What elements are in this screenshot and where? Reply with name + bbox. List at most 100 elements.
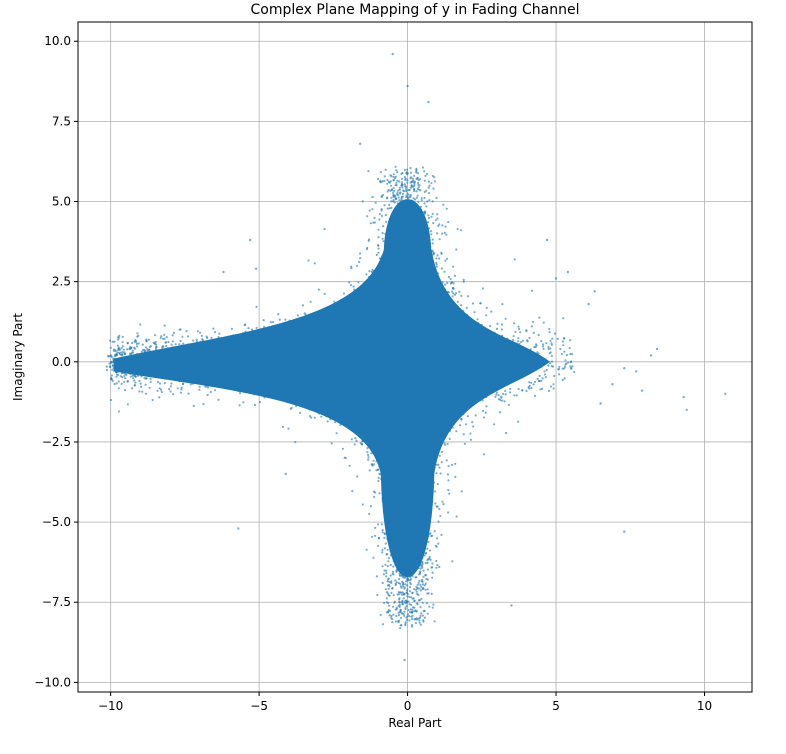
scatter-point [390,188,393,191]
scatter-point [290,406,293,409]
scatter-point [406,588,409,591]
scatter-point [171,340,174,343]
scatter-point [185,330,188,333]
scatter-point [422,619,425,622]
scatter-point [212,327,215,330]
scatter-point [381,551,384,554]
scatter-point [403,176,406,179]
scatter-point [451,560,454,563]
scatter-point [373,221,376,224]
scatter-point [147,338,150,341]
scatter-point [120,347,123,350]
scatter-point [405,604,408,608]
scatter-point [439,472,442,475]
scatter-point [420,612,423,615]
scatter-point [148,386,151,389]
scatter-point [532,320,535,323]
scatter-point [420,597,423,600]
scatter-point [561,378,564,381]
scatter-point [447,488,450,492]
scatter-point [378,218,381,221]
scatter-point [341,447,344,450]
scatter-point [530,381,533,384]
scatter-point [383,547,386,550]
scatter-point [148,345,151,349]
scatter-point [146,348,149,351]
scatter-point [418,579,421,582]
scatter-point [427,186,430,189]
scatter-point [213,331,217,334]
scatter-point [361,503,364,506]
scatter-point [408,590,412,593]
scatter-point [126,380,129,383]
scatter-point [426,200,429,203]
scatter-point [242,401,245,404]
scatter-point [365,548,368,551]
scatter-point [444,225,447,228]
scatter-point [238,404,241,407]
scatter-point [379,180,382,183]
scatter-point [374,201,377,204]
scatter-point [410,184,413,187]
scatter-point [383,569,386,572]
scatter-point [379,171,382,174]
scatter-point [499,411,502,414]
scatter-point [421,578,424,582]
scatter-point [158,396,161,399]
scatter-point [110,376,113,379]
scatter-point [405,194,408,197]
scatter-point [396,191,399,194]
scatter-point [474,414,477,417]
scatter-point [145,340,148,343]
scatter-point [562,317,565,320]
scatter-point [396,171,399,174]
scatter-point [454,462,457,465]
scatter-point [423,196,426,200]
scatter-point [296,314,299,317]
scatter-point [385,611,388,614]
scatter-point [543,373,547,376]
scatter-point [415,585,418,588]
scatter-point [253,403,256,407]
scatter-point [441,500,444,503]
scatter-point [387,583,391,587]
scatter-point [377,228,380,231]
scatter-point [415,590,418,593]
scatter-point [160,390,163,394]
scatter-point [445,207,448,210]
scatter-point [113,383,116,386]
scatter-point [146,349,149,352]
scatter-point [398,199,401,202]
scatter-point [423,190,426,194]
scatter-point [401,192,404,195]
scatter-point [383,204,386,207]
scatter-point [381,237,384,240]
scatter-point [409,186,412,189]
scatter-point [434,502,437,505]
scatter-point [105,368,109,372]
scatter-point [120,353,123,357]
scatter-point [395,614,398,618]
scatter-point [431,200,434,203]
scatter-point [380,523,383,526]
scatter-point [376,468,379,471]
scatter-point [437,542,440,545]
scatter-point [399,591,402,594]
scatter-point [326,420,329,423]
scatter-point [542,321,545,324]
scatter-point [110,355,113,358]
scatter-point [549,362,552,365]
scatter-point [521,339,525,342]
scatter-point [131,349,134,352]
scatter-point [114,350,117,353]
scatter-point [396,593,399,596]
scatter-point [517,325,520,328]
scatter-point [551,365,555,368]
scatter-point [409,608,412,611]
scatter-point [413,610,416,613]
scatter-point [356,475,359,478]
scatter-point [405,616,408,619]
scatter-point [421,587,424,591]
scatter-point [436,217,439,220]
scatter-point [427,192,430,195]
